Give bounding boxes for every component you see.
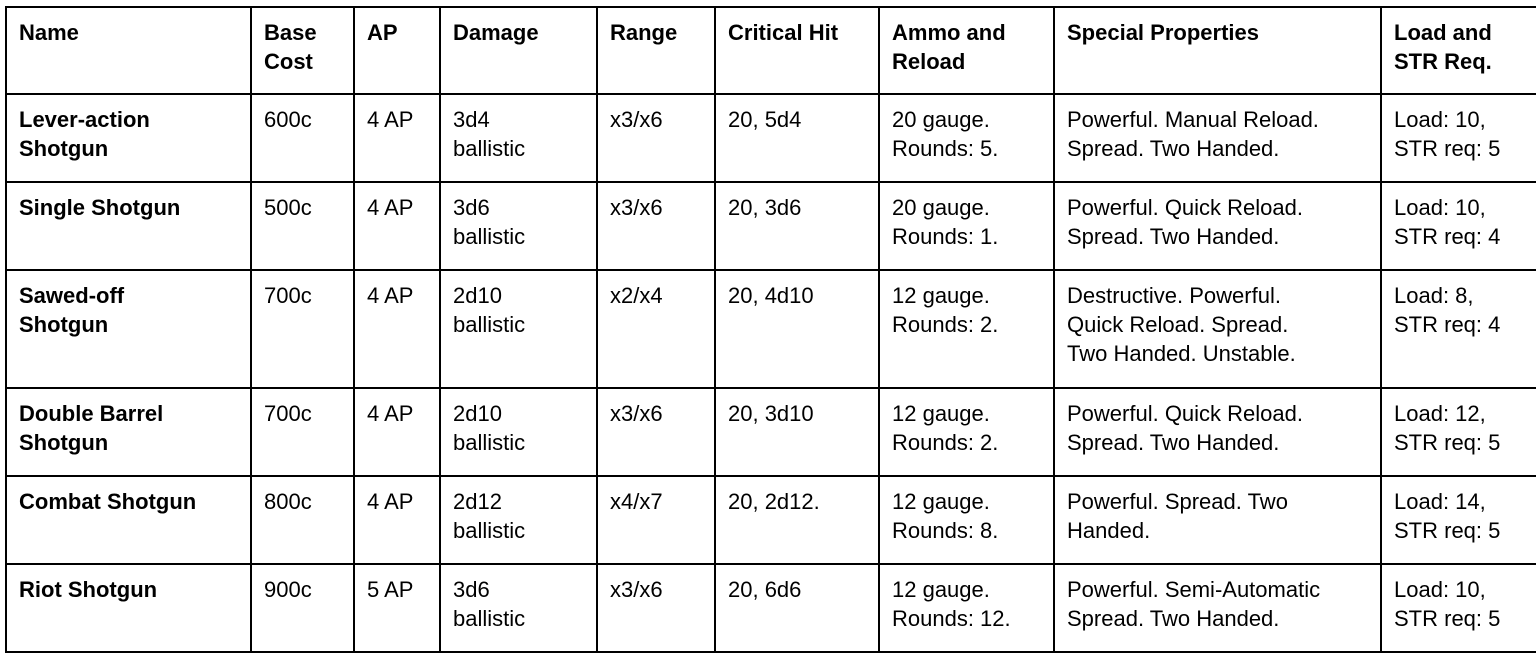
base-cost-cell: 800c [250, 475, 355, 565]
table-row: Lever-action Shotgun 600c 4 AP 3d4 ballist… [5, 93, 1536, 183]
range-cell: x3/x6 [596, 563, 716, 653]
load-str-cell: Load: 10, STR req: 4 [1380, 181, 1536, 271]
range-cell: x2/x4 [596, 269, 716, 389]
special-properties-cell: Powerful. Spread. Two Handed. [1053, 475, 1382, 565]
base-cost-cell: 700c [250, 269, 355, 389]
damage-cell: 3d6 ballistic [439, 563, 598, 653]
load-str-cell: Load: 10, STR req: 5 [1380, 563, 1536, 653]
weapon-name-cell: Single Shotgun [5, 181, 252, 271]
weapon-name-cell: Sawed-off Shotgun [5, 269, 252, 389]
ap-cell: 4 AP [353, 475, 441, 565]
range-cell: x4/x7 [596, 475, 716, 565]
ap-cell: 5 AP [353, 563, 441, 653]
header-row: Name Base Cost AP Damage Range Critical H… [5, 6, 1536, 95]
range-cell: x3/x6 [596, 387, 716, 477]
base-cost-cell: 600c [250, 93, 355, 183]
header-load-str: Load and STR Req. [1380, 6, 1536, 95]
critical-hit-cell: 20, 3d10 [714, 387, 880, 477]
damage-cell: 2d10 ballistic [439, 269, 598, 389]
header-range: Range [596, 6, 716, 95]
ap-cell: 4 AP [353, 269, 441, 389]
ap-cell: 4 AP [353, 93, 441, 183]
critical-hit-cell: 20, 2d12. [714, 475, 880, 565]
ap-cell: 4 AP [353, 387, 441, 477]
special-properties-cell: Powerful. Quick Reload. Spread. Two Hande… [1053, 181, 1382, 271]
critical-hit-cell: 20, 6d6 [714, 563, 880, 653]
weapon-name-cell: Combat Shotgun [5, 475, 252, 565]
ammo-reload-cell: 20 gauge. Rounds: 1. [878, 181, 1055, 271]
load-str-cell: Load: 14, STR req: 5 [1380, 475, 1536, 565]
damage-cell: 2d10 ballistic [439, 387, 598, 477]
special-properties-cell: Destructive. Powerful. Quick Reload. Spre… [1053, 269, 1382, 389]
damage-cell: 2d12 ballistic [439, 475, 598, 565]
ap-cell: 4 AP [353, 181, 441, 271]
base-cost-cell: 700c [250, 387, 355, 477]
header-damage: Damage [439, 6, 598, 95]
base-cost-cell: 900c [250, 563, 355, 653]
range-cell: x3/x6 [596, 181, 716, 271]
damage-cell: 3d4 ballistic [439, 93, 598, 183]
header-special-properties: Special Properties [1053, 6, 1382, 95]
weapon-name-cell: Lever-action Shotgun [5, 93, 252, 183]
ammo-reload-cell: 12 gauge. Rounds: 2. [878, 269, 1055, 389]
special-properties-cell: Powerful. Manual Reload. Spread. Two Hand… [1053, 93, 1382, 183]
critical-hit-cell: 20, 4d10 [714, 269, 880, 389]
critical-hit-cell: 20, 5d4 [714, 93, 880, 183]
load-str-cell: Load: 8, STR req: 4 [1380, 269, 1536, 389]
header-ammo-reload: Ammo and Reload [878, 6, 1055, 95]
ammo-reload-cell: 12 gauge. Rounds: 8. [878, 475, 1055, 565]
header-base-cost: Base Cost [250, 6, 355, 95]
weapon-name-cell: Riot Shotgun [5, 563, 252, 653]
load-str-cell: Load: 10, STR req: 5 [1380, 93, 1536, 183]
special-properties-cell: Powerful. Semi-Automatic Spread. Two Hand… [1053, 563, 1382, 653]
header-critical-hit: Critical Hit [714, 6, 880, 95]
special-properties-cell: Powerful. Quick Reload. Spread. Two Hande… [1053, 387, 1382, 477]
table-row: Double Barrel Shotgun 700c 4 AP 2d10 balli… [5, 387, 1536, 477]
ammo-reload-cell: 20 gauge. Rounds: 5. [878, 93, 1055, 183]
header-name: Name [5, 6, 252, 95]
range-cell: x3/x6 [596, 93, 716, 183]
damage-cell: 3d6 ballistic [439, 181, 598, 271]
table-row: Riot Shotgun 900c 5 AP 3d6 ballistic x3/x… [5, 563, 1536, 653]
table-row: Single Shotgun 500c 4 AP 3d6 ballistic x3… [5, 181, 1536, 271]
header-ap: AP [353, 6, 441, 95]
table-row: Combat Shotgun 800c 4 AP 2d12 ballistic x… [5, 475, 1536, 565]
table-row: Sawed-off Shotgun 700c 4 AP 2d10 ballistic… [5, 269, 1536, 389]
base-cost-cell: 500c [250, 181, 355, 271]
shotgun-table: Name Base Cost AP Damage Range Critical H… [5, 6, 1536, 653]
ammo-reload-cell: 12 gauge. Rounds: 12. [878, 563, 1055, 653]
critical-hit-cell: 20, 3d6 [714, 181, 880, 271]
load-str-cell: Load: 12, STR req: 5 [1380, 387, 1536, 477]
weapon-name-cell: Double Barrel Shotgun [5, 387, 252, 477]
ammo-reload-cell: 12 gauge. Rounds: 2. [878, 387, 1055, 477]
